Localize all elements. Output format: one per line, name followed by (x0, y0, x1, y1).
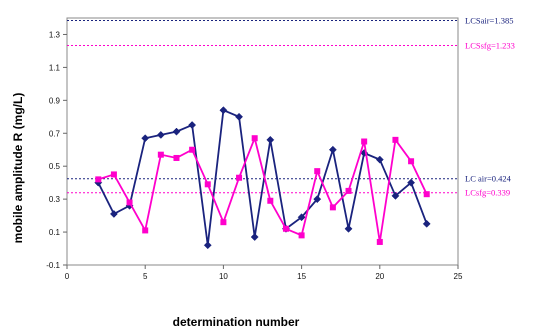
data-point-diamond (250, 233, 259, 241)
data-point-square (157, 151, 164, 158)
data-point-square (126, 199, 133, 206)
data-point-square (110, 171, 117, 178)
data-point-diamond (375, 155, 384, 164)
x-axis-ticks: 0 5 10 15 20 25 (65, 265, 463, 281)
data-point-square (298, 232, 305, 239)
reference-lines: LCSair=1.385 LCSsfg=1.233 LC air=0.424 LCsf… (67, 15, 515, 198)
data-point-diamond (219, 106, 228, 115)
reference-line-label: LCsfg=0.339 (465, 188, 510, 198)
y-axis-ticks: -0.1 0.1 0.3 0.5 0.7 0.9 1.1 1.3 (46, 30, 67, 270)
y-tick-label: 1.3 (49, 30, 61, 39)
reference-line-label: LCSair=1.385 (465, 15, 513, 25)
y-tick-label: 0.9 (49, 96, 61, 105)
y-tick-label: 0.1 (49, 228, 61, 237)
data-point-diamond (391, 191, 400, 200)
data-point-diamond (156, 130, 165, 139)
data-point-diamond (407, 178, 416, 187)
data-point-diamond (109, 209, 118, 218)
data-point-diamond (172, 127, 181, 136)
data-point-square (220, 219, 227, 226)
data-point-square (392, 136, 399, 143)
data-point-square (173, 154, 180, 161)
plot-frame (66, 17, 459, 266)
data-point-diamond (313, 195, 322, 204)
reference-line-label: LC air=0.424 (465, 174, 512, 184)
data-point-diamond (344, 224, 353, 233)
y-axis-label: mobile amplitude R (mg/L) (11, 93, 25, 244)
series (95, 135, 430, 245)
data-point-diamond (328, 145, 337, 154)
x-axis-label: determination number (173, 315, 300, 329)
y-tick-label: 1.1 (49, 63, 61, 72)
x-tick-label: 0 (65, 272, 70, 281)
x-tick-label: 20 (375, 272, 384, 281)
data-point-square (267, 197, 274, 204)
data-point-square (95, 176, 102, 183)
data-point-square (345, 187, 352, 194)
data-point-square (236, 174, 243, 181)
data-point-diamond (188, 121, 197, 129)
x-tick-label: 10 (219, 272, 228, 281)
x-tick-label: 25 (454, 272, 463, 281)
plot-area (66, 17, 459, 266)
data-point-diamond (141, 134, 150, 143)
data-point-diamond (297, 213, 306, 222)
data-point-square (408, 158, 415, 165)
data-point-square (142, 227, 149, 234)
data-point-square (189, 146, 196, 153)
data-point-square (314, 168, 321, 175)
data-point-square (423, 191, 430, 198)
data-point-square (329, 204, 336, 211)
data-point-square (376, 238, 383, 245)
y-tick-label: -0.1 (46, 261, 60, 270)
series (94, 106, 431, 250)
x-tick-label: 15 (297, 272, 306, 281)
data-point-diamond (235, 112, 243, 121)
x-tick-label: 5 (143, 272, 148, 281)
y-tick-label: 0.5 (49, 162, 61, 171)
series-line (97, 108, 428, 246)
data-point-square (282, 225, 289, 232)
y-tick-label: 0.7 (49, 129, 61, 138)
series-line (98, 135, 428, 243)
data-point-diamond (203, 241, 212, 250)
data-point-square (251, 135, 258, 142)
reference-line-label: LCSsfg=1.233 (465, 40, 515, 50)
y-tick-label: 0.3 (49, 195, 61, 204)
data-point-square (204, 181, 211, 188)
data-point-square (361, 138, 368, 145)
data-point-diamond (422, 219, 431, 228)
series-layer (94, 106, 431, 250)
data-point-diamond (266, 135, 275, 144)
